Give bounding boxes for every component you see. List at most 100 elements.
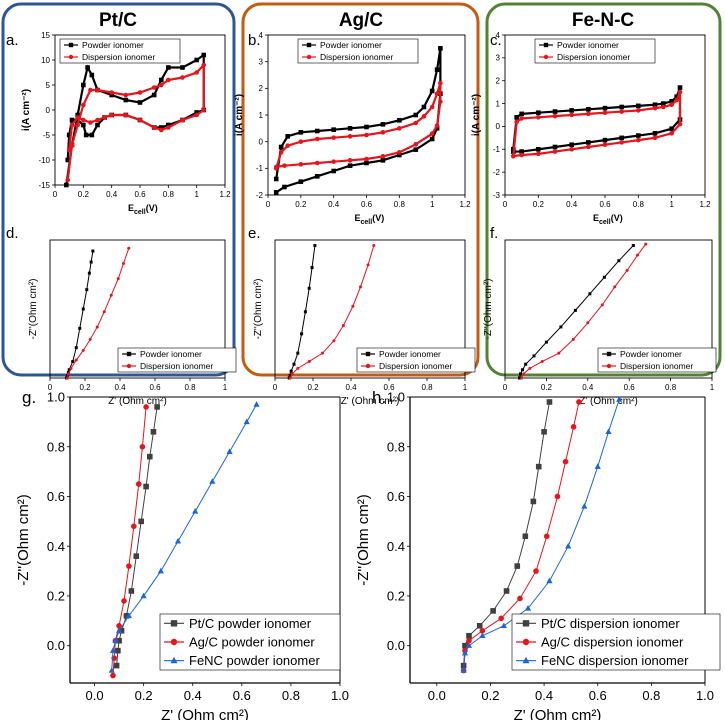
data-point xyxy=(397,150,402,155)
data-point xyxy=(543,533,550,540)
data-point xyxy=(331,159,336,164)
legend-label: Pt/C dispersion ionomer xyxy=(541,616,680,631)
data-point xyxy=(321,351,324,355)
legend-label: Ag/C dispersion ionomer xyxy=(541,635,684,650)
data-point xyxy=(530,498,537,505)
data-point xyxy=(127,246,131,250)
data-point xyxy=(636,133,641,138)
data-point xyxy=(81,102,86,108)
data-point xyxy=(359,285,362,289)
series-line-0 xyxy=(116,406,158,666)
panel-label-a: a. xyxy=(6,32,19,49)
data-point xyxy=(109,647,117,653)
data-point xyxy=(552,144,558,150)
data-point xyxy=(347,126,353,131)
y-tick-label: 5 xyxy=(46,81,51,90)
x-tick-label: 0.6 xyxy=(589,688,607,703)
data-point xyxy=(95,122,100,128)
panel-c: c. 0 0.2 0.4 0.6 0.8 1 1.2 4 3 2 1 0 -1 -2 -3 Ecell(V) i(… xyxy=(471,31,711,226)
data-point xyxy=(552,109,558,114)
data-point xyxy=(194,57,199,63)
series-line-0 xyxy=(275,48,442,194)
y-tick-label: -5 xyxy=(43,131,51,140)
legend-label: Powder ionomer xyxy=(320,40,382,50)
panel-label-b: b. xyxy=(248,32,261,49)
y-tick-label: 3 xyxy=(496,54,501,63)
legend: Pt/C dispersion ionomer Ag/C dispersion i… xyxy=(511,613,721,671)
y-tick-label: 0 xyxy=(46,106,51,115)
data-point xyxy=(158,82,164,88)
data-point xyxy=(133,553,140,559)
panel-g: g. 0.0 0.2 0.4 0.6 0.8 1.0 1.0 0.8 0.6 0.4 0.2 0.0 Z'… xyxy=(15,388,349,720)
data-point xyxy=(89,132,95,138)
x-axis-label: Ecell(V) xyxy=(355,213,385,226)
data-point xyxy=(557,351,561,355)
data-point xyxy=(137,90,143,95)
data-point xyxy=(465,642,473,648)
data-point xyxy=(243,418,250,425)
data-point xyxy=(74,358,78,362)
data-point xyxy=(366,263,370,267)
x-tick-label: 0.6 xyxy=(599,200,611,209)
data-point xyxy=(364,132,369,138)
data-point xyxy=(586,144,591,150)
x-tick-label: 0.0 xyxy=(428,688,446,703)
data-point xyxy=(158,125,164,130)
panel-a: a. 0 0.2 0.4 0.6 0.8 1 1.2 15 10 5 0 -5 -10 -15 Ecell(V… xyxy=(6,31,231,216)
data-point xyxy=(81,307,85,311)
data-point xyxy=(85,65,90,70)
data-point xyxy=(300,332,304,336)
x-tick-label: 0.4 xyxy=(114,383,126,392)
data-point xyxy=(490,608,496,614)
data-point xyxy=(586,140,591,145)
x-tick-label: 0.4 xyxy=(184,688,202,703)
data-point xyxy=(122,261,125,265)
x-tick-label: 1 xyxy=(223,383,228,392)
data-point xyxy=(278,150,284,155)
y-tick-label: 0 xyxy=(259,137,264,146)
panel-h: h. 0.0 0.2 0.4 0.6 0.8 1.0 1.0 0.8 0.6 0.4 0.2 0.0 Z'… xyxy=(355,388,721,720)
data-point xyxy=(83,132,89,138)
data-point xyxy=(521,368,525,372)
y-tick-label: 0.8 xyxy=(387,439,405,454)
data-point xyxy=(332,339,336,343)
data-point xyxy=(498,615,504,622)
data-point xyxy=(154,404,160,410)
data-point xyxy=(434,67,440,72)
data-point xyxy=(600,303,604,307)
x-tick-label: 0 xyxy=(503,383,508,392)
data-point xyxy=(479,632,486,638)
data-point xyxy=(292,362,296,366)
data-point xyxy=(95,117,100,123)
data-point xyxy=(434,91,440,96)
y-tick-label: 2 xyxy=(496,77,501,86)
data-point xyxy=(89,72,95,78)
data-point xyxy=(421,104,427,110)
data-point xyxy=(253,401,260,407)
x-tick-label: 0 xyxy=(53,190,58,199)
data-point xyxy=(511,153,516,159)
data-point xyxy=(519,372,523,376)
data-point xyxy=(123,112,129,118)
data-point xyxy=(112,637,119,643)
y-tick-label: 2 xyxy=(259,84,264,93)
x-tick-label: 1 xyxy=(463,383,468,392)
series-line-1 xyxy=(275,82,442,169)
x-tick-label: 0.2 xyxy=(135,688,153,703)
legend-marker xyxy=(170,638,178,646)
data-point xyxy=(466,637,472,644)
x-tick-label: 0.8 xyxy=(282,688,300,703)
legend-label: Powder ionomer xyxy=(557,40,619,50)
x-tick-label: 1.2 xyxy=(459,200,471,209)
x-tick-label: 0.2 xyxy=(541,383,553,392)
data-point xyxy=(108,667,115,673)
series-line-0 xyxy=(66,250,94,379)
y-axis-label: i(A cm⁻²) xyxy=(234,94,245,136)
data-point xyxy=(586,111,591,117)
data-point xyxy=(331,168,336,174)
data-point xyxy=(522,533,529,540)
data-point xyxy=(140,592,147,599)
data-point xyxy=(380,154,386,159)
legend-marker xyxy=(126,363,132,369)
data-point xyxy=(88,87,93,93)
